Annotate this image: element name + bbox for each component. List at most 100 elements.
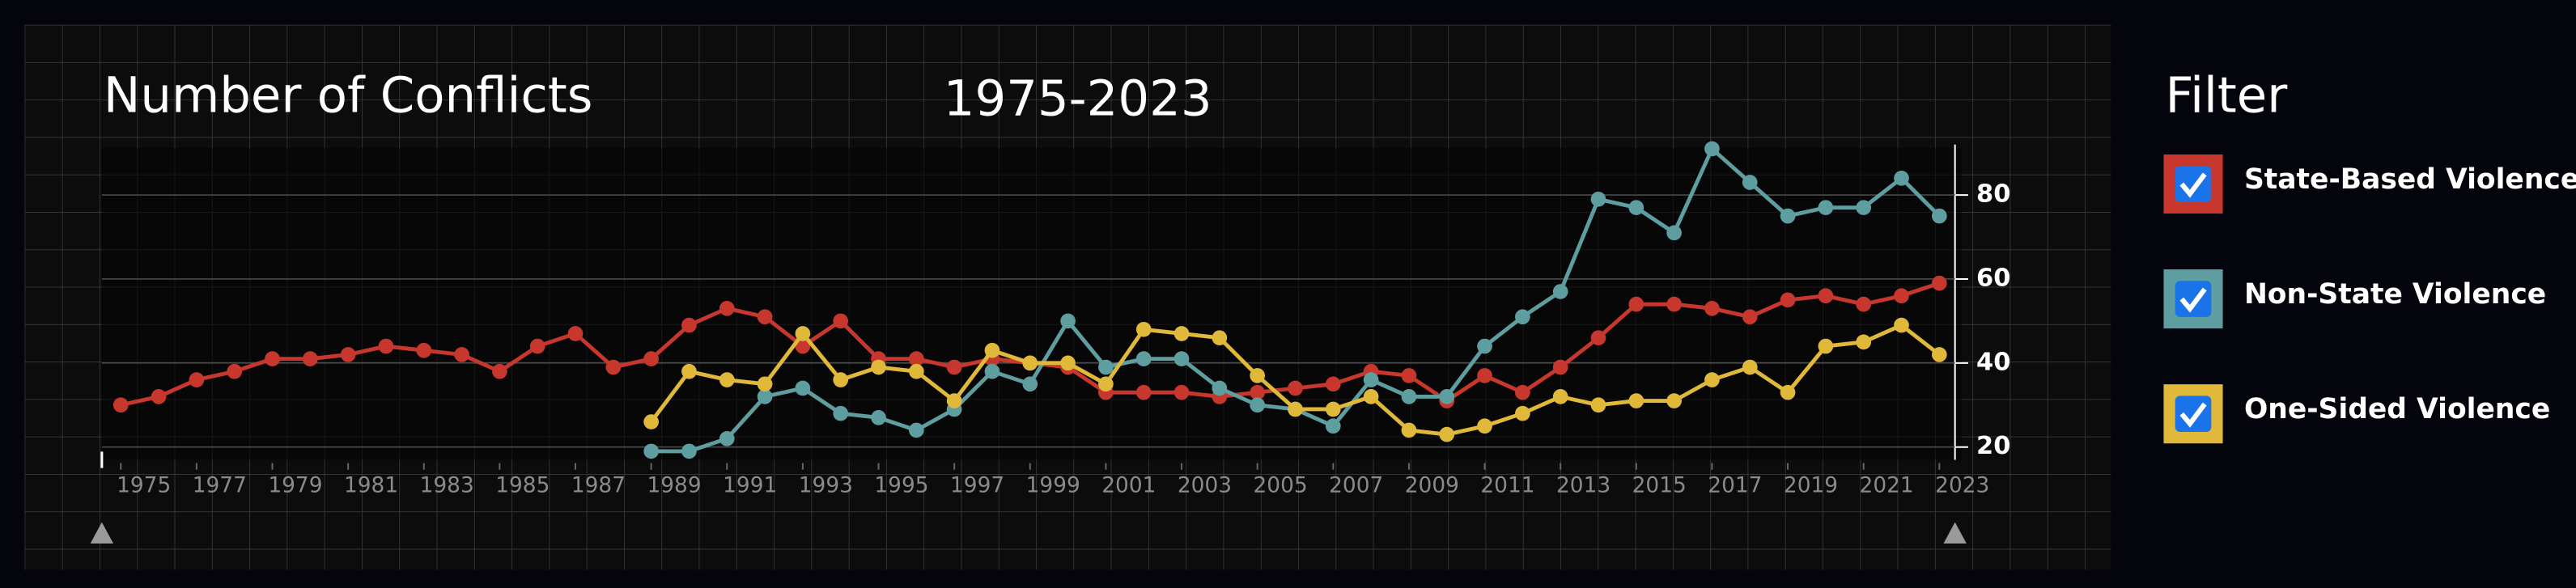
data-point[interactable] (1477, 338, 1492, 354)
data-point[interactable] (416, 342, 432, 358)
data-point[interactable] (1325, 401, 1341, 417)
data-point[interactable] (1098, 376, 1114, 392)
data-point[interactable] (1818, 338, 1834, 354)
checkbox[interactable] (2175, 396, 2212, 433)
data-point[interactable] (643, 414, 659, 429)
data-point[interactable] (681, 317, 697, 333)
data-point[interactable] (1401, 368, 1417, 383)
data-point[interactable] (265, 351, 280, 366)
data-point[interactable] (1401, 389, 1417, 404)
data-point[interactable] (1742, 175, 1758, 190)
data-point[interactable] (567, 326, 584, 341)
data-point[interactable] (871, 359, 886, 375)
data-point[interactable] (1818, 288, 1834, 304)
data-point[interactable] (112, 397, 129, 413)
data-point[interactable] (529, 338, 545, 354)
data-point[interactable] (1894, 317, 1909, 333)
data-point[interactable] (946, 393, 962, 408)
data-point[interactable] (643, 443, 659, 459)
data-point[interactable] (227, 363, 243, 379)
checkbox[interactable] (2175, 281, 2212, 317)
data-point[interactable] (1666, 296, 1682, 312)
data-point[interactable] (302, 351, 318, 366)
data-point[interactable] (681, 363, 697, 379)
data-point[interactable] (719, 430, 735, 446)
data-point[interactable] (1060, 313, 1076, 329)
data-point[interactable] (1363, 372, 1379, 387)
data-point[interactable] (1856, 334, 1872, 350)
data-point[interactable] (1477, 418, 1492, 434)
data-point[interactable] (1173, 326, 1190, 341)
legend-item[interactable]: State-Based Violence (2163, 154, 2576, 214)
data-point[interactable] (1212, 380, 1228, 396)
data-point[interactable] (795, 380, 811, 396)
data-point[interactable] (340, 347, 356, 362)
data-point[interactable] (1590, 330, 1606, 346)
data-point[interactable] (1931, 208, 1947, 224)
data-point[interactable] (1288, 401, 1303, 417)
legend-item[interactable]: One-Sided Violence (2163, 384, 2550, 444)
data-point[interactable] (833, 405, 849, 421)
data-point[interactable] (454, 347, 469, 362)
data-point[interactable] (871, 410, 886, 425)
data-point[interactable] (1250, 397, 1266, 413)
data-point[interactable] (984, 342, 1000, 358)
data-point[interactable] (719, 372, 735, 387)
data-point[interactable] (1590, 397, 1606, 413)
data-point[interactable] (1515, 309, 1530, 325)
data-point[interactable] (1628, 393, 1644, 408)
data-point[interactable] (1250, 368, 1266, 383)
data-point[interactable] (1780, 384, 1796, 400)
data-point[interactable] (1780, 292, 1796, 308)
data-point[interactable] (1250, 384, 1266, 400)
data-point[interactable] (1856, 200, 1872, 216)
data-point[interactable] (1628, 296, 1644, 312)
data-point[interactable] (1515, 384, 1530, 400)
data-point[interactable] (1135, 351, 1152, 366)
data-point[interactable] (1931, 275, 1947, 291)
range-handle[interactable] (90, 522, 114, 544)
data-point[interactable] (719, 300, 735, 316)
data-point[interactable] (833, 372, 849, 387)
data-point[interactable] (1628, 200, 1644, 216)
data-point[interactable] (492, 363, 507, 379)
data-point[interactable] (1552, 359, 1568, 375)
data-point[interactable] (189, 372, 205, 387)
data-point[interactable] (1856, 296, 1872, 312)
data-point[interactable] (757, 389, 773, 404)
data-point[interactable] (681, 443, 697, 459)
data-point[interactable] (1060, 355, 1076, 371)
data-point[interactable] (1590, 191, 1606, 207)
data-point[interactable] (1022, 376, 1038, 392)
data-point[interactable] (1401, 422, 1417, 438)
data-point[interactable] (1666, 225, 1682, 241)
data-point[interactable] (1742, 359, 1758, 375)
data-point[interactable] (1363, 389, 1379, 404)
data-point[interactable] (984, 363, 1000, 379)
data-point[interactable] (1325, 418, 1341, 434)
data-point[interactable] (1704, 372, 1720, 387)
data-point[interactable] (1098, 359, 1114, 375)
data-point[interactable] (1742, 309, 1758, 325)
data-point[interactable] (1022, 355, 1038, 371)
data-point[interactable] (1439, 426, 1455, 442)
data-point[interactable] (795, 326, 811, 341)
data-point[interactable] (1931, 347, 1947, 362)
data-point[interactable] (909, 422, 924, 438)
data-point[interactable] (1212, 330, 1228, 346)
data-point[interactable] (1552, 389, 1568, 404)
data-point[interactable] (1135, 384, 1152, 400)
data-point[interactable] (1704, 300, 1720, 316)
data-point[interactable] (1173, 384, 1190, 400)
data-point[interactable] (833, 313, 849, 329)
data-point[interactable] (909, 363, 924, 379)
data-point[interactable] (643, 351, 659, 366)
checkbox[interactable] (2175, 166, 2212, 202)
data-point[interactable] (946, 359, 962, 375)
data-point[interactable] (909, 351, 924, 366)
data-point[interactable] (1135, 321, 1152, 337)
data-point[interactable] (1439, 389, 1455, 404)
data-point[interactable] (1894, 170, 1909, 186)
data-point[interactable] (605, 359, 622, 375)
data-point[interactable] (1704, 141, 1720, 157)
